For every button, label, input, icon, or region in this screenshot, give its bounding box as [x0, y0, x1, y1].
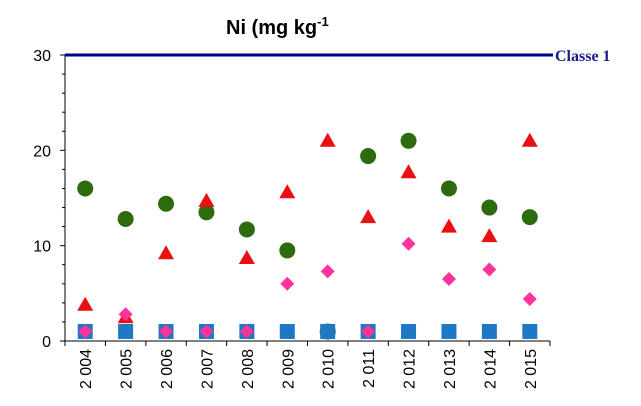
square-marker	[118, 323, 134, 339]
data-marks	[77, 132, 538, 340]
y-tick-label: 10	[33, 239, 51, 256]
y-tick-label: 0	[42, 334, 51, 351]
y-tick-label: 20	[33, 143, 51, 160]
square-marker	[481, 323, 497, 339]
y-tick-labels: 0 10 20 30	[33, 48, 51, 351]
triangle-marker	[360, 209, 377, 224]
triangle-marker	[319, 132, 336, 147]
square-marker	[401, 323, 417, 339]
circle-marker	[440, 180, 457, 197]
diamond-marker	[522, 292, 537, 307]
diamond-marker	[239, 324, 254, 339]
diamond-marker	[441, 272, 456, 287]
diamond-marker	[78, 324, 93, 339]
triangle-marker	[400, 164, 417, 179]
x-tick-label: 2 015	[523, 349, 540, 389]
triangle-marker	[158, 245, 175, 260]
x-tick-label: 2 010	[321, 349, 338, 389]
triangle-marker	[481, 228, 498, 243]
triangle-marker	[198, 192, 215, 207]
x-tick-label: 2 013	[442, 349, 459, 389]
square-marker	[279, 323, 295, 339]
triangle-marker	[521, 132, 538, 147]
circle-marker	[481, 199, 498, 216]
square-marker	[320, 323, 336, 339]
diamond-marker	[361, 324, 376, 339]
x-tick-label: 2 012	[402, 349, 419, 389]
triangle-marker	[77, 296, 94, 311]
reference-line-group: Classe 1	[65, 48, 611, 65]
circle-marker	[198, 204, 215, 221]
triangle-marker	[279, 184, 296, 199]
x-tick-label: 2 007	[199, 349, 216, 389]
diamond-marker	[199, 324, 214, 339]
chart-title-main: Ni (mg kg	[226, 17, 317, 39]
circle-marker	[238, 221, 255, 238]
circle-marker	[77, 180, 94, 197]
x-tick-label: 2 006	[159, 349, 176, 389]
x-tick-label: 2 008	[240, 349, 257, 389]
circle-marker	[279, 242, 296, 259]
x-tick-label: 2 004	[78, 349, 95, 389]
triangle-marker	[238, 250, 255, 265]
x-tick-label: 2 009	[280, 349, 297, 389]
square-marker	[441, 323, 457, 339]
circle-marker	[400, 132, 417, 149]
diamond-marker	[159, 324, 174, 339]
diamond-marker	[401, 236, 416, 251]
chart-title: Ni (mg kg-1	[226, 14, 329, 39]
diamond-marker	[118, 307, 133, 322]
circle-marker	[158, 195, 175, 212]
chart-title-superscript: -1	[317, 14, 329, 29]
x-tick-label: 2 011	[361, 349, 378, 388]
x-tick-label: 2 005	[119, 349, 136, 389]
circle-marker	[117, 210, 134, 227]
reference-line-label: Classe 1	[555, 48, 611, 65]
x-tick-label: 2 014	[482, 349, 499, 389]
x-tick-labels: 2 004 2 005 2 006 2 007 2 008 2 009 2 010 2 011…	[78, 349, 540, 389]
axes	[60, 54, 551, 346]
circle-marker	[521, 209, 538, 226]
circle-marker	[360, 148, 377, 165]
square-marker	[522, 323, 538, 339]
diamond-marker	[482, 262, 497, 277]
diamond-marker	[280, 276, 295, 291]
y-tick-label: 30	[33, 48, 51, 65]
triangle-marker	[440, 218, 457, 233]
diamond-marker	[320, 264, 335, 279]
